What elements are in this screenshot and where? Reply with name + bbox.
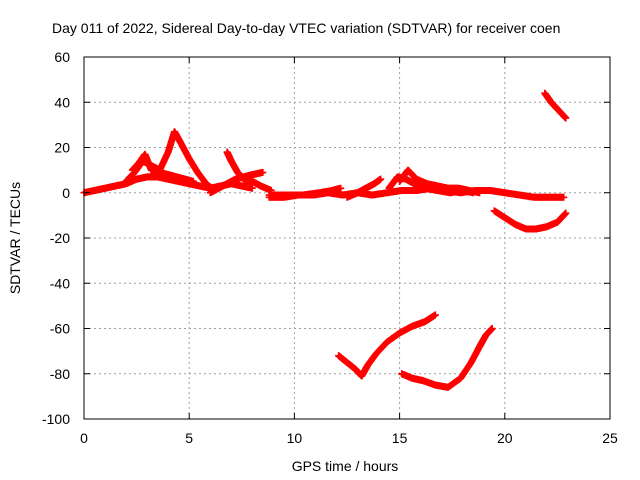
y-tick-label: -80	[50, 366, 70, 382]
y-tick-label: -60	[50, 321, 70, 337]
series-track-c	[128, 150, 197, 185]
series-track-e	[223, 148, 275, 194]
y-tick-label: 20	[54, 140, 70, 156]
x-tick-label: 5	[185, 430, 193, 446]
series-track-h	[343, 175, 385, 201]
data-point	[248, 184, 256, 192]
y-axis-label: SDTVAR / TECUs	[7, 182, 23, 294]
y-tick-label: 40	[54, 94, 70, 110]
series-track-g	[265, 184, 345, 199]
x-axis-label: GPS time / hours	[292, 458, 399, 474]
grid	[84, 57, 610, 419]
series-track-j	[396, 166, 484, 197]
data-point	[562, 209, 570, 217]
y-tick-label: -20	[50, 230, 70, 246]
x-tick-label: 0	[80, 430, 88, 446]
data-point	[189, 177, 197, 185]
x-tick-label: 10	[287, 430, 303, 446]
axis-ticks: 0 5 10 15 20 25 -100 -80 -60 -40 -20 0 20 40 60	[42, 49, 618, 446]
x-tick-label: 15	[392, 430, 408, 446]
data-point	[431, 311, 439, 319]
x-tick-label: 20	[497, 430, 513, 446]
series-track-n	[398, 325, 496, 391]
data-point	[476, 189, 484, 197]
data-point	[337, 184, 345, 192]
series-track-l	[541, 89, 570, 122]
data-points	[80, 89, 570, 391]
y-tick-label: -100	[42, 411, 70, 427]
series-track-d	[206, 168, 267, 197]
series-track-m	[335, 311, 439, 380]
data-point	[259, 168, 267, 176]
data-point	[488, 325, 496, 332]
x-tick-label: 25	[602, 430, 618, 446]
y-tick-label: 60	[54, 49, 70, 65]
chart-title: Day 011 of 2022, Sidereal Day-to-day VTE…	[52, 20, 560, 36]
series-track-k	[490, 207, 570, 233]
y-tick-label: -40	[50, 275, 70, 291]
data-point	[562, 114, 570, 122]
y-tick-label: 0	[62, 185, 70, 201]
data-point	[560, 193, 568, 201]
data-point	[377, 175, 385, 183]
